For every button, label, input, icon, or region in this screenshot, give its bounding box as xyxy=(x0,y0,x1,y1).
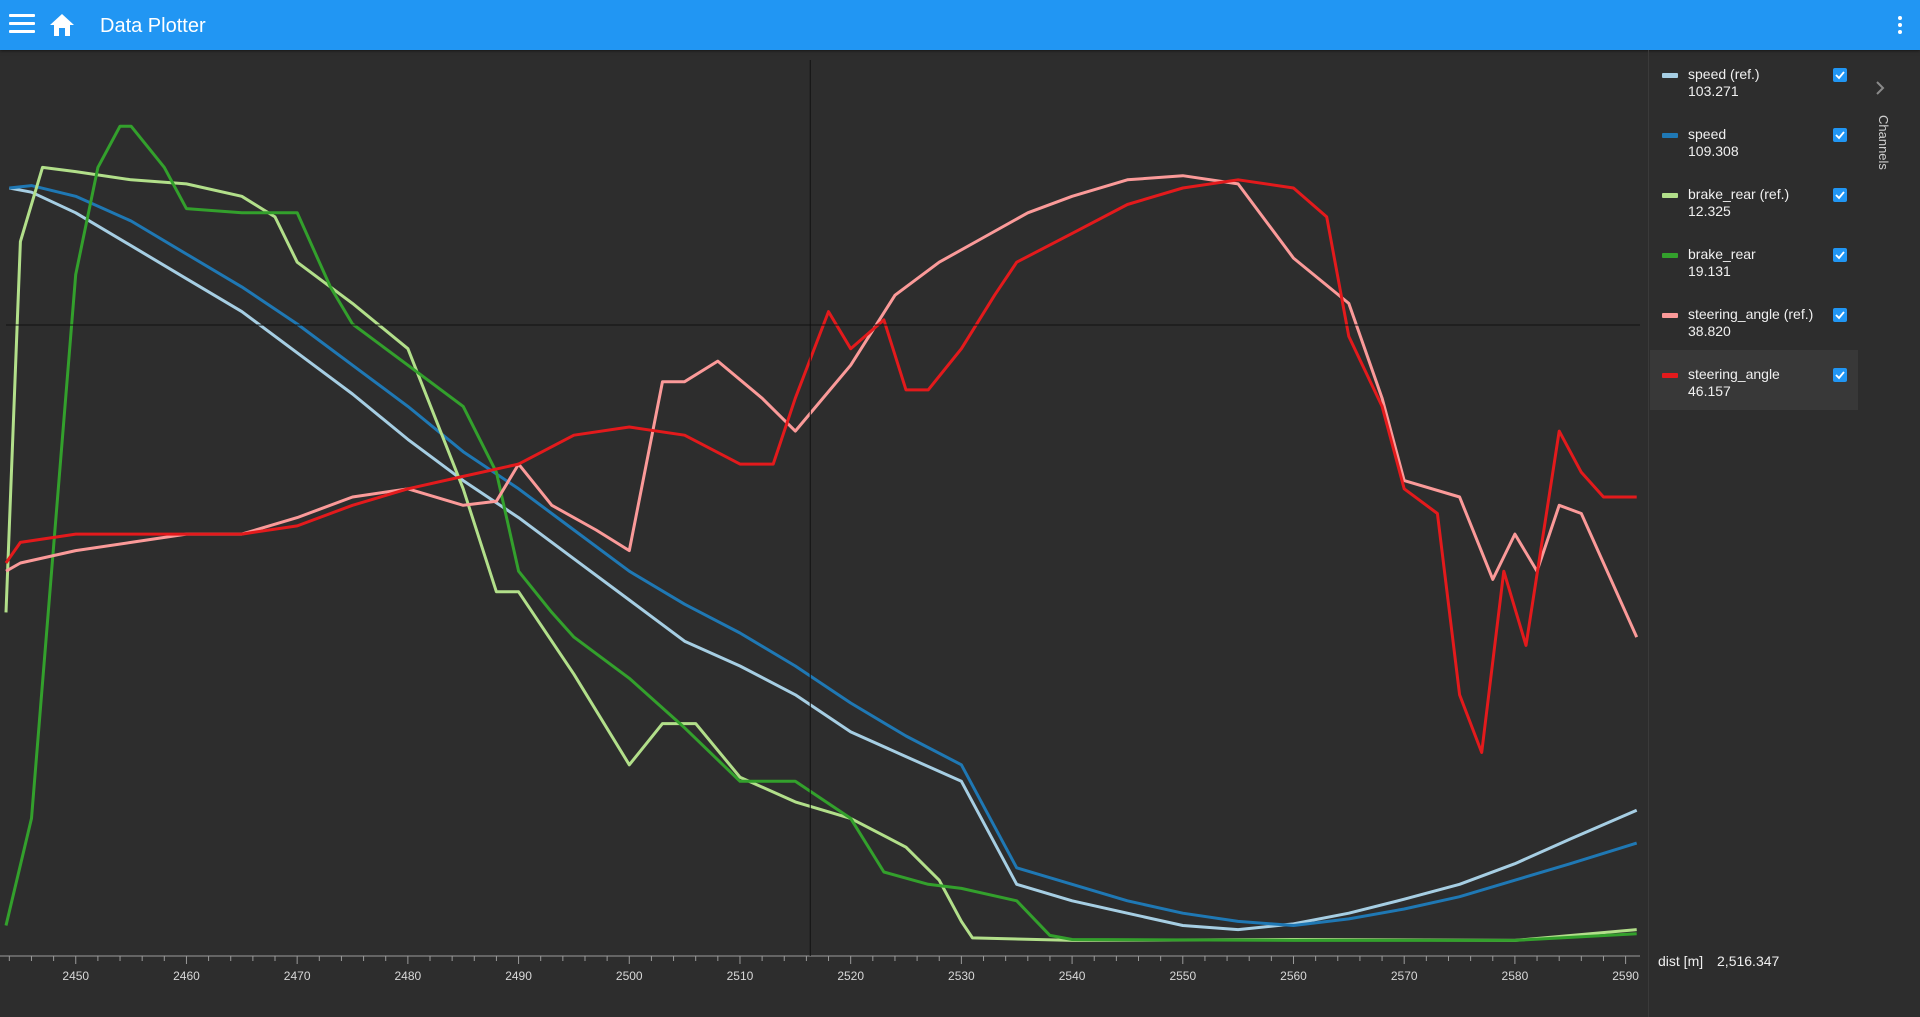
channel-color-swatch xyxy=(1662,193,1678,198)
x-tick-label: 2580 xyxy=(1502,969,1529,983)
channel-name: brake_rear xyxy=(1688,246,1756,262)
channel-checkbox[interactable] xyxy=(1833,368,1847,382)
x-tick-label: 2590 xyxy=(1612,969,1639,983)
cursor-value: 2,516.347 xyxy=(1717,953,1780,969)
channel-item[interactable]: steering_angle 46.157 xyxy=(1650,350,1858,410)
series-line xyxy=(5,174,1639,638)
channel-value: 109.308 xyxy=(1688,143,1739,159)
series-line xyxy=(9,186,1638,932)
x-tick-label: 2530 xyxy=(948,969,975,983)
channel-checkbox[interactable] xyxy=(1833,68,1847,82)
channels-panel-label[interactable]: Channels xyxy=(1876,115,1891,170)
line-chart[interactable]: 2450 2460 2470 2480 2490 2500 2510 2520 2530 2540… xyxy=(0,50,1648,1017)
channel-color-swatch xyxy=(1662,313,1678,318)
cursor-readout: dist [m] 2,516.347 xyxy=(1658,953,1779,969)
x-tick-label: 2540 xyxy=(1059,969,1086,983)
series-line xyxy=(9,184,1638,927)
plot-area[interactable]: 2450 2460 2470 2480 2490 2500 2510 2520 2530 2540… xyxy=(0,50,1648,1017)
channel-value: 38.820 xyxy=(1688,323,1731,339)
x-tick-label: 2510 xyxy=(727,969,754,983)
channel-item[interactable]: brake_rear (ref.) 12.325 xyxy=(1650,170,1858,230)
channel-name: speed (ref.) xyxy=(1688,66,1760,82)
channel-value: 12.325 xyxy=(1688,203,1731,219)
channel-name: speed xyxy=(1688,126,1727,142)
channel-color-swatch xyxy=(1662,133,1678,138)
channel-value: 46.157 xyxy=(1688,383,1731,399)
channel-item[interactable]: brake_rear 19.131 xyxy=(1650,230,1858,290)
channel-item[interactable]: speed 109.308 xyxy=(1650,110,1858,170)
channel-checkbox[interactable] xyxy=(1833,188,1847,202)
x-tick-label: 2560 xyxy=(1280,969,1307,983)
channel-color-swatch xyxy=(1662,253,1678,258)
channel-name: steering_angle (ref.) xyxy=(1688,306,1814,322)
more-options-icon[interactable] xyxy=(1890,14,1910,36)
x-axis-label: dist [m] xyxy=(1658,953,1704,969)
channel-item[interactable]: steering_angle (ref.) 38.820 xyxy=(1650,290,1858,350)
menu-icon[interactable] xyxy=(7,12,37,38)
x-tick-label: 2460 xyxy=(173,969,200,983)
channel-panel: speed (ref.) 103.271 speed 109.308 brake_rea… xyxy=(1648,50,1859,1017)
x-tick-label: 2490 xyxy=(505,969,532,983)
x-tick-label: 2450 xyxy=(62,969,89,983)
app-title: Data Plotter xyxy=(100,15,206,37)
chevron-right-icon[interactable] xyxy=(1868,76,1892,100)
channel-checkbox[interactable] xyxy=(1833,128,1847,142)
channel-checkbox[interactable] xyxy=(1833,248,1847,262)
channel-item[interactable]: speed (ref.) 103.271 xyxy=(1650,50,1858,110)
channel-value: 19.131 xyxy=(1688,263,1731,279)
channel-name: steering_angle xyxy=(1688,366,1780,382)
channel-color-swatch xyxy=(1662,73,1678,78)
channel-value: 103.271 xyxy=(1688,83,1739,99)
x-tick-label: 2480 xyxy=(395,969,422,983)
series-line xyxy=(4,124,1637,942)
app-bar: Data Plotter xyxy=(0,0,1920,50)
series-line xyxy=(4,165,1637,942)
channel-name: brake_rear (ref.) xyxy=(1688,186,1790,202)
channel-color-swatch xyxy=(1662,373,1678,378)
x-tick-label: 2470 xyxy=(284,969,311,983)
x-tick-label: 2520 xyxy=(837,969,864,983)
channel-checkbox[interactable] xyxy=(1833,308,1847,322)
home-icon[interactable] xyxy=(48,11,76,39)
series-line xyxy=(4,178,1637,754)
x-tick-label: 2570 xyxy=(1391,969,1418,983)
x-tick-label: 2500 xyxy=(616,969,643,983)
x-tick-label: 2550 xyxy=(1169,969,1196,983)
